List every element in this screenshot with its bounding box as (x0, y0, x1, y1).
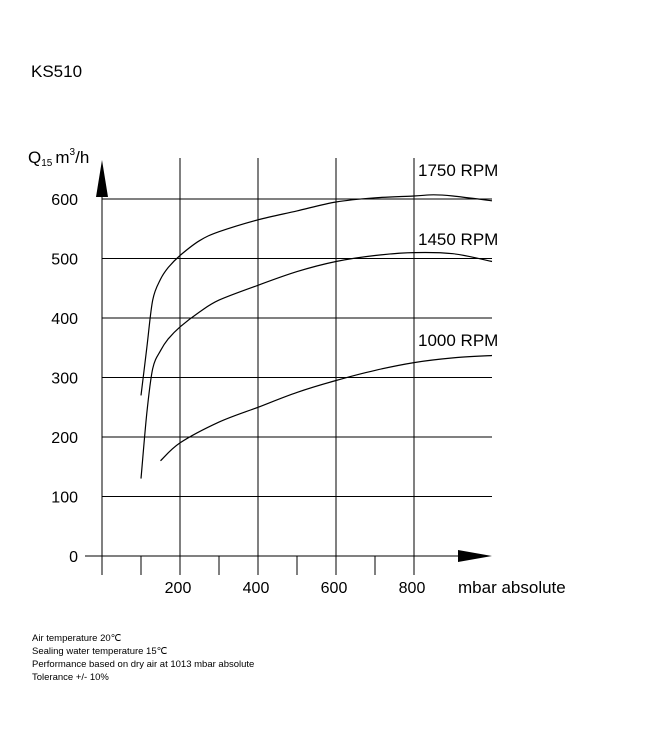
y-tick-label-200: 200 (51, 430, 78, 447)
y-axis-label: Q15 m3/h (28, 147, 89, 169)
x-tick-label-600: 600 (321, 580, 348, 597)
axes (85, 160, 492, 575)
y-axis-arrow (96, 160, 108, 197)
note-sealing-water: Sealing water temperature 15℃ (32, 646, 168, 657)
x-tick-label-200: 200 (165, 580, 192, 597)
footnotes: Air temperature 20℃ Sealing water temper… (32, 632, 254, 684)
note-air-temperature: Air temperature 20℃ (32, 633, 122, 644)
series-label-1750-rpm: 1750 RPM (418, 161, 498, 180)
series-line-1450-rpm (140, 251, 493, 479)
series-line-1000-rpm (160, 354, 493, 462)
y-tick-label-0: 0 (69, 549, 78, 566)
series-lines (140, 194, 493, 479)
chart-title: KS510 (31, 62, 83, 81)
x-tick-label-800: 800 (399, 580, 426, 597)
note-performance: Performance based on dry air at 1013 mba… (32, 659, 255, 670)
series-label-1000-rpm: 1000 RPM (418, 331, 498, 350)
x-axis-arrow (458, 550, 492, 562)
y-tick-label-500: 500 (51, 252, 78, 269)
series-label-1450-rpm: 1450 RPM (418, 230, 498, 249)
labels: Q15 m3/h mbar absolute 0 100 200 300 400 500 60… (28, 147, 566, 597)
y-tick-label-100: 100 (51, 490, 78, 507)
x-axis-label: mbar absolute (458, 578, 566, 597)
y-tick-label-400: 400 (51, 311, 78, 328)
note-tolerance: Tolerance +/- 10% (32, 672, 109, 683)
x-tick-label-400: 400 (243, 580, 270, 597)
grid (101, 158, 492, 575)
series-line-1750-rpm (140, 194, 493, 396)
y-tick-label-600: 600 (51, 192, 78, 209)
y-tick-label-300: 300 (51, 371, 78, 388)
